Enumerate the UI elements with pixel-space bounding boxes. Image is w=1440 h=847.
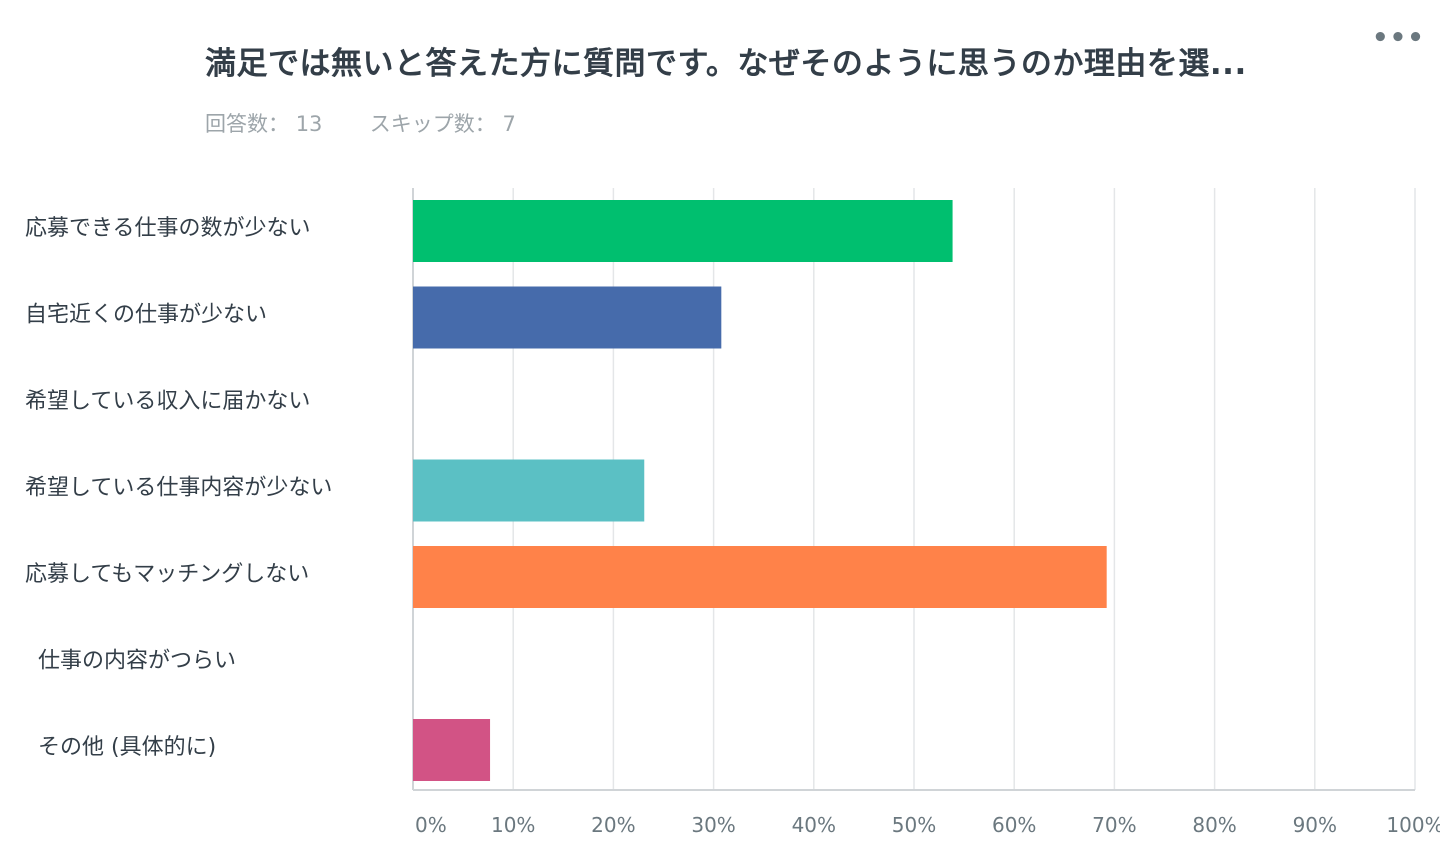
bar	[413, 719, 491, 781]
category-label: 仕事の内容がつらい	[38, 649, 236, 674]
x-tick-label: 100%	[1386, 813, 1440, 837]
category-label: 応募してもマッチングしない	[25, 562, 309, 587]
x-tick-label: 0%	[415, 813, 447, 837]
x-tick-label: 60%	[992, 813, 1036, 837]
response-stats: 回答数： 13 スキップ数： 7	[205, 108, 516, 138]
x-tick-label: 50%	[892, 813, 936, 837]
category-label: 自宅近くの仕事が少ない	[25, 303, 267, 328]
category-label: 希望している仕事内容が少ない	[25, 476, 332, 501]
skipped-label: スキップ数：	[369, 112, 496, 136]
x-tick-label: 80%	[1192, 813, 1236, 837]
bar	[413, 546, 1107, 608]
x-tick-label: 90%	[1293, 813, 1337, 837]
answered-label: 回答数：	[205, 112, 289, 136]
x-tick-label: 10%	[491, 813, 535, 837]
category-label: その他 (具体的に)	[38, 735, 216, 760]
x-tick-label: 40%	[792, 813, 836, 837]
category-label: 応募できる仕事の数が少ない	[25, 216, 311, 241]
answered-count: 13	[295, 112, 323, 136]
more-horizontal-icon: •••	[1372, 23, 1425, 53]
skipped-count: 7	[502, 112, 516, 136]
bar	[413, 459, 645, 522]
x-tick-label: 30%	[691, 813, 735, 837]
category-label: 希望している収入に届かない	[25, 389, 310, 414]
more-options-button[interactable]: •••	[1372, 25, 1424, 51]
x-tick-label: 70%	[1092, 813, 1136, 837]
bar	[413, 200, 953, 262]
x-tick-label: 20%	[591, 813, 635, 837]
question-title: 満足では無いと答えた方に質問です。なぜそのように思うのか理由を選...	[205, 46, 1247, 82]
bar	[413, 286, 722, 349]
